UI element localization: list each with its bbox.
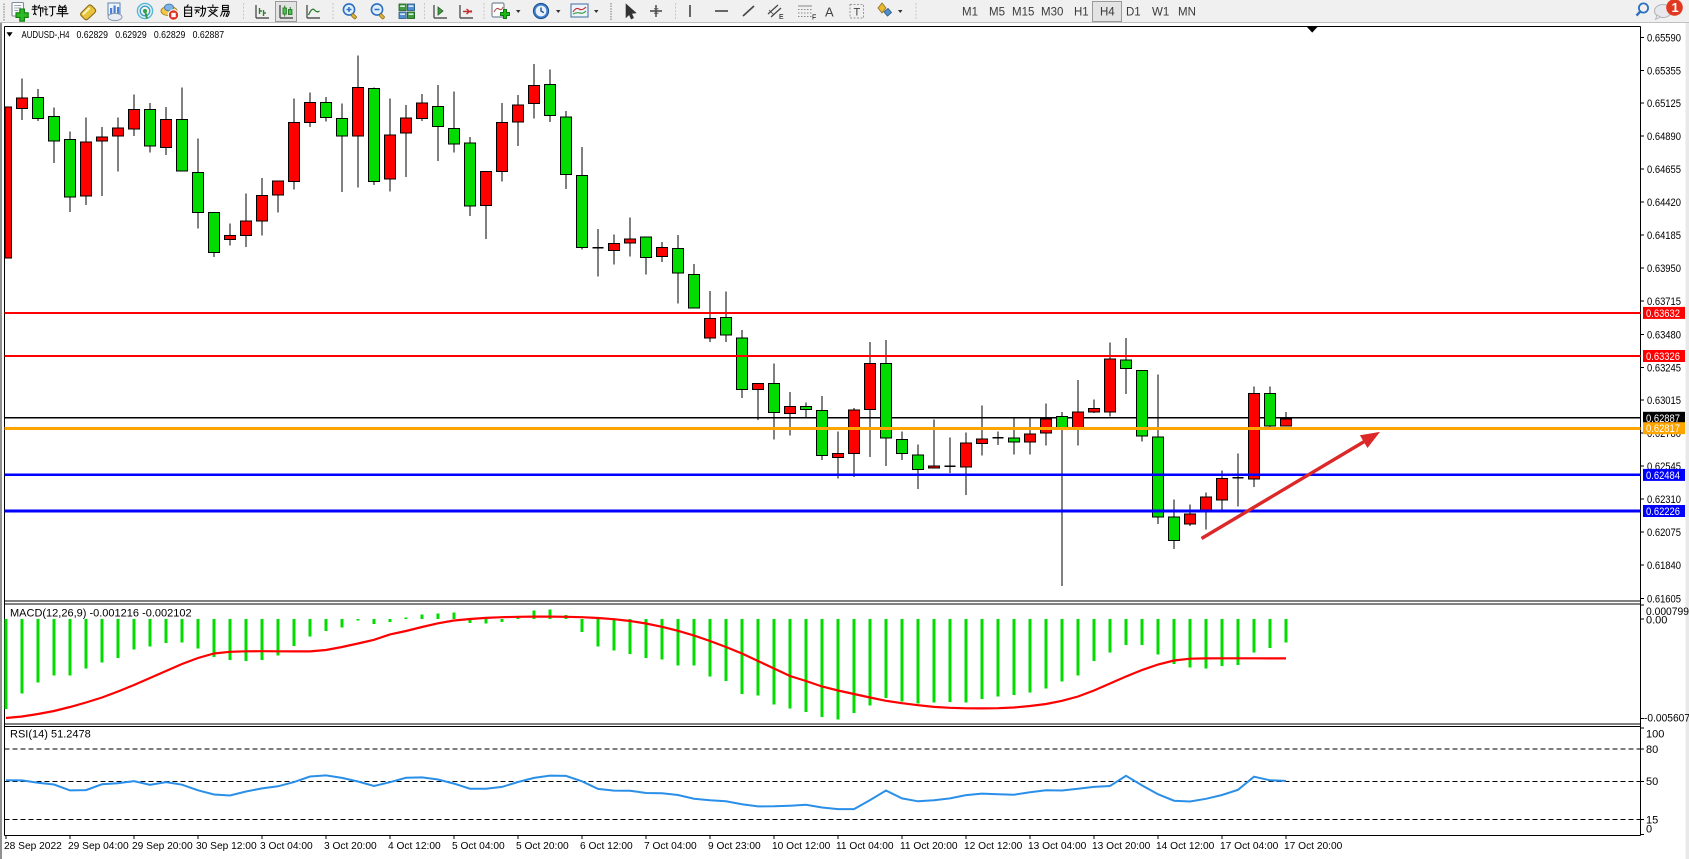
svg-text:0.63950: 0.63950 <box>1647 263 1681 275</box>
svg-text:9 Oct 23:00: 9 Oct 23:00 <box>708 841 761 852</box>
svg-text:A: A <box>825 5 834 20</box>
svg-text:14 Oct 12:00: 14 Oct 12:00 <box>1156 841 1215 852</box>
svg-text:17 Oct 04:00: 17 Oct 04:00 <box>1220 841 1279 852</box>
svg-text:M30: M30 <box>1041 7 1063 19</box>
svg-text:0.64185: 0.64185 <box>1647 230 1681 242</box>
svg-text:5 Oct 20:00: 5 Oct 20:00 <box>516 841 569 852</box>
svg-text:H1: H1 <box>1074 7 1089 19</box>
svg-text:0.63015: 0.63015 <box>1647 395 1681 407</box>
svg-text:1: 1 <box>1672 0 1679 15</box>
svg-text:0.62310: 0.62310 <box>1647 494 1681 506</box>
svg-text:H4: H4 <box>1100 7 1115 19</box>
svg-text:0.65355: 0.65355 <box>1647 65 1681 77</box>
svg-text:28 Sep 2022: 28 Sep 2022 <box>4 841 62 852</box>
svg-text:W1: W1 <box>1152 7 1169 19</box>
svg-text:0.61605: 0.61605 <box>1647 593 1681 605</box>
svg-text:M1: M1 <box>962 7 978 19</box>
svg-text:5 Oct 04:00: 5 Oct 04:00 <box>452 841 505 852</box>
svg-text:0.62887: 0.62887 <box>193 30 225 41</box>
svg-text:11 Oct 04:00: 11 Oct 04:00 <box>836 841 894 852</box>
svg-text:E: E <box>779 14 784 21</box>
svg-text:0.00: 0.00 <box>1646 614 1667 626</box>
svg-text:0.62887: 0.62887 <box>1646 413 1680 425</box>
svg-text:100: 100 <box>1646 728 1664 740</box>
svg-text:4 Oct 12:00: 4 Oct 12:00 <box>388 841 441 852</box>
svg-text:10 Oct 12:00: 10 Oct 12:00 <box>772 841 831 852</box>
svg-text:0.64420: 0.64420 <box>1647 197 1681 209</box>
svg-text:AUDUSD-,H4: AUDUSD-,H4 <box>22 30 70 41</box>
svg-text:15: 15 <box>1646 815 1658 827</box>
svg-text:MACD(12,26,9) -0.001216 -0.002: MACD(12,26,9) -0.001216 -0.002102 <box>10 608 192 620</box>
svg-text:0: 0 <box>1646 823 1652 835</box>
svg-text:0.63632: 0.63632 <box>1646 308 1680 320</box>
svg-text:0.65125: 0.65125 <box>1647 98 1681 110</box>
svg-text:0.65590: 0.65590 <box>1647 32 1681 44</box>
svg-text:6 Oct 12:00: 6 Oct 12:00 <box>580 841 633 852</box>
svg-text:-0.005607: -0.005607 <box>1644 713 1689 725</box>
svg-text:MN: MN <box>1178 7 1196 19</box>
svg-text:13 Oct 20:00: 13 Oct 20:00 <box>1092 841 1151 852</box>
svg-text:0.63245: 0.63245 <box>1647 362 1681 374</box>
svg-text:7 Oct 04:00: 7 Oct 04:00 <box>644 841 697 852</box>
svg-text:0.62829: 0.62829 <box>154 30 186 41</box>
svg-text:80: 80 <box>1646 744 1658 756</box>
svg-text:0.64890: 0.64890 <box>1647 131 1681 143</box>
svg-text:0.64655: 0.64655 <box>1647 164 1681 176</box>
svg-text:T: T <box>854 7 861 19</box>
svg-text:D1: D1 <box>1126 7 1141 19</box>
svg-text:RSI(14) 51.2478: RSI(14) 51.2478 <box>10 729 91 741</box>
svg-text:12 Oct 12:00: 12 Oct 12:00 <box>964 841 1023 852</box>
svg-text:0.61840: 0.61840 <box>1647 560 1681 572</box>
svg-text:0.62075: 0.62075 <box>1647 527 1681 539</box>
svg-text:0.62817: 0.62817 <box>1646 423 1680 435</box>
svg-text:0.62829: 0.62829 <box>77 30 109 41</box>
svg-text:M5: M5 <box>989 7 1005 19</box>
svg-text:0.63715: 0.63715 <box>1647 296 1681 308</box>
svg-text:3 Oct 20:00: 3 Oct 20:00 <box>324 841 377 852</box>
svg-text:0.62226: 0.62226 <box>1646 506 1680 518</box>
svg-text:0.63480: 0.63480 <box>1647 329 1681 341</box>
svg-text:0.000799: 0.000799 <box>1646 606 1689 618</box>
svg-text:0.62929: 0.62929 <box>115 30 147 41</box>
svg-text:29 Sep 04:00: 29 Sep 04:00 <box>68 841 129 852</box>
svg-text:F: F <box>812 15 816 22</box>
svg-text:0.63326: 0.63326 <box>1646 351 1680 363</box>
svg-text:3 Oct 04:00: 3 Oct 04:00 <box>260 841 313 852</box>
svg-text:29 Sep 20:00: 29 Sep 20:00 <box>132 841 193 852</box>
svg-text:M15: M15 <box>1012 7 1034 19</box>
svg-text:11 Oct 20:00: 11 Oct 20:00 <box>900 841 958 852</box>
svg-text:13 Oct 04:00: 13 Oct 04:00 <box>1028 841 1087 852</box>
svg-text:30 Sep 12:00: 30 Sep 12:00 <box>196 841 257 852</box>
svg-text:0.62484: 0.62484 <box>1646 470 1680 482</box>
svg-text:17 Oct 20:00: 17 Oct 20:00 <box>1284 841 1343 852</box>
svg-text:50: 50 <box>1646 776 1658 788</box>
